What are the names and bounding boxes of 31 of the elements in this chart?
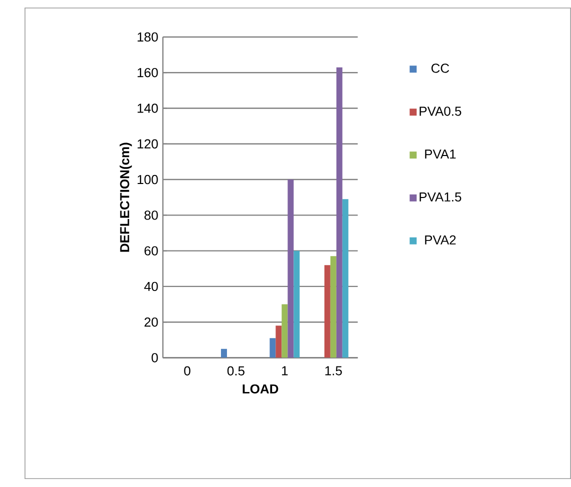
legend-label: PVA2: [425, 236, 456, 245]
x-tick-label: 1.5: [325, 366, 342, 376]
y-tick-label: 0: [152, 353, 158, 363]
x-tick-label: 0.5: [227, 366, 244, 376]
legend-label: PVA0.5: [420, 106, 462, 116]
bar: [330, 256, 336, 358]
x-tick-label: 1: [282, 366, 288, 376]
bar: [336, 67, 342, 358]
y-tick-label: 120: [138, 139, 158, 149]
bar: [294, 250, 300, 358]
y-axis-title: DEFLECTION(cm): [120, 142, 132, 252]
y-tick-label: 160: [138, 68, 158, 78]
legend-label: PVA1.5: [420, 192, 462, 202]
bar: [270, 338, 276, 358]
y-tick-label: 60: [144, 246, 158, 256]
y-tick-label: 40: [144, 282, 158, 292]
legend-label: PVA1: [425, 150, 456, 159]
y-tick-label: 100: [138, 175, 158, 184]
bar: [288, 180, 294, 358]
bar: [324, 265, 330, 358]
legend-label: CC: [431, 64, 450, 73]
y-tick-label: 140: [138, 104, 158, 114]
bar: [282, 304, 288, 358]
x-tick-label: 0: [184, 366, 190, 376]
bar: [276, 326, 282, 358]
bar: [342, 199, 348, 358]
bar: [220, 349, 227, 358]
y-tick-label: 20: [144, 318, 158, 327]
y-tick-label: 180: [138, 32, 158, 42]
y-tick-label: 80: [144, 210, 158, 220]
x-axis-title: LOAD: [242, 384, 278, 394]
